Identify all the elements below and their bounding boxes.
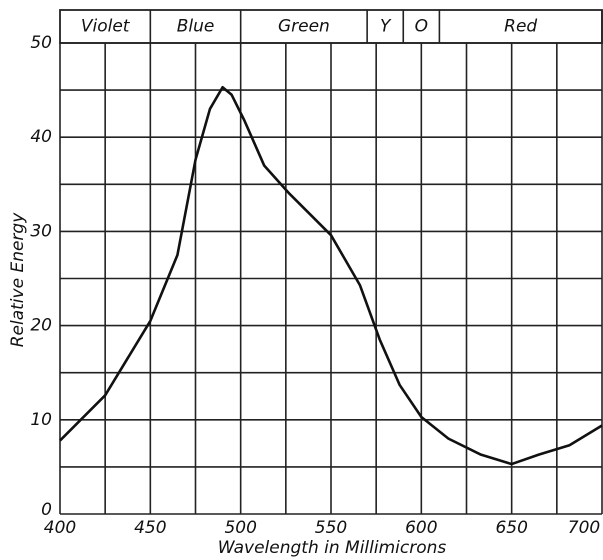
- x-tick-label: 600: [405, 518, 437, 538]
- y-tick-label: 40: [30, 127, 52, 147]
- y-tick-label: 0: [41, 500, 52, 520]
- y-tick-label: 20: [30, 316, 52, 336]
- line: [59, 85, 603, 466]
- x-tick-label: 500: [224, 518, 256, 538]
- x-tick-label: 650: [495, 518, 527, 538]
- x-axis-label: Wavelength in Millimicrons: [218, 538, 447, 558]
- band-label: Blue: [177, 17, 215, 37]
- band-label: O: [415, 17, 428, 37]
- y-tick-label: 10: [30, 410, 52, 430]
- band-label: Green: [278, 17, 330, 37]
- x-tick-label: 550: [315, 518, 347, 538]
- x-tick-label: 400: [44, 518, 76, 538]
- band-label: Violet: [81, 17, 131, 37]
- x-tick-label: 450: [134, 518, 166, 538]
- y-tick-label: 30: [30, 221, 52, 241]
- y-tick-label: 50: [30, 33, 52, 53]
- x-tick-label: 700: [568, 518, 600, 538]
- band-label: Red: [504, 17, 537, 37]
- band-label: Y: [380, 17, 392, 37]
- y-axis-label: Relative Energy: [8, 212, 28, 347]
